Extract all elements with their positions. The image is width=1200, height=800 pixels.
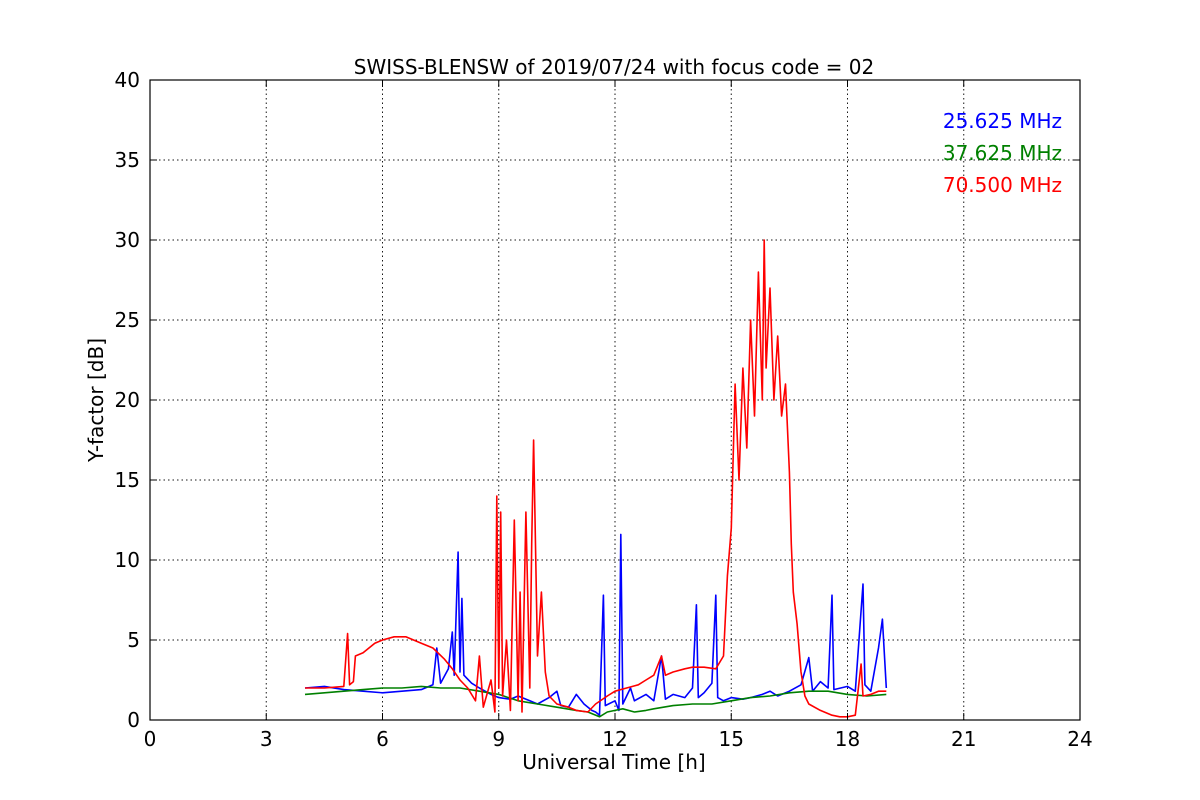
series-line-25-625-mhz <box>304 533 888 716</box>
x-tick-label: 3 <box>260 727 273 751</box>
x-tick-label: 15 <box>719 727 744 751</box>
x-tick-label: 24 <box>1067 727 1092 751</box>
series-group <box>304 239 888 718</box>
y-tick-label: 15 <box>115 468 140 492</box>
ticks: 0 3 6 9 12 15 18 21 24 0 5 10 15 20 25 30 35 40 <box>115 68 1093 751</box>
y-axis-title: Y-factor [dB] <box>84 338 108 463</box>
series-line-70-500-mhz <box>305 239 887 718</box>
legend-entry: 37.625 MHz <box>943 141 1062 165</box>
x-tick-label: 18 <box>835 727 860 751</box>
chart-title: SWISS-BLENSW of 2019/07/24 with focus co… <box>354 55 875 79</box>
y-tick-label: 20 <box>115 388 140 412</box>
x-tick-label: 0 <box>144 727 157 751</box>
x-tick-label: 9 <box>492 727 505 751</box>
legend-entry: 25.625 MHz <box>943 109 1062 133</box>
legend-entry: 70.500 MHz <box>943 173 1062 197</box>
y-tick-label: 30 <box>115 228 140 252</box>
y-tick-label: 25 <box>115 308 140 332</box>
x-tick-label: 21 <box>951 727 976 751</box>
x-tick-label: 12 <box>602 727 627 751</box>
legend: 25.625 MHz 37.625 MHz 70.500 MHz <box>943 109 1062 197</box>
y-tick-label: 40 <box>115 68 140 92</box>
y-tick-label: 35 <box>115 148 140 172</box>
x-axis-title: Universal Time [h] <box>522 750 705 774</box>
grid <box>150 80 1080 720</box>
y-tick-label: 10 <box>115 548 140 572</box>
y-tick-label: 5 <box>127 628 140 652</box>
y-tick-label: 0 <box>127 708 140 732</box>
x-tick-label: 6 <box>376 727 389 751</box>
series-line-37-625-mhz <box>304 685 887 718</box>
